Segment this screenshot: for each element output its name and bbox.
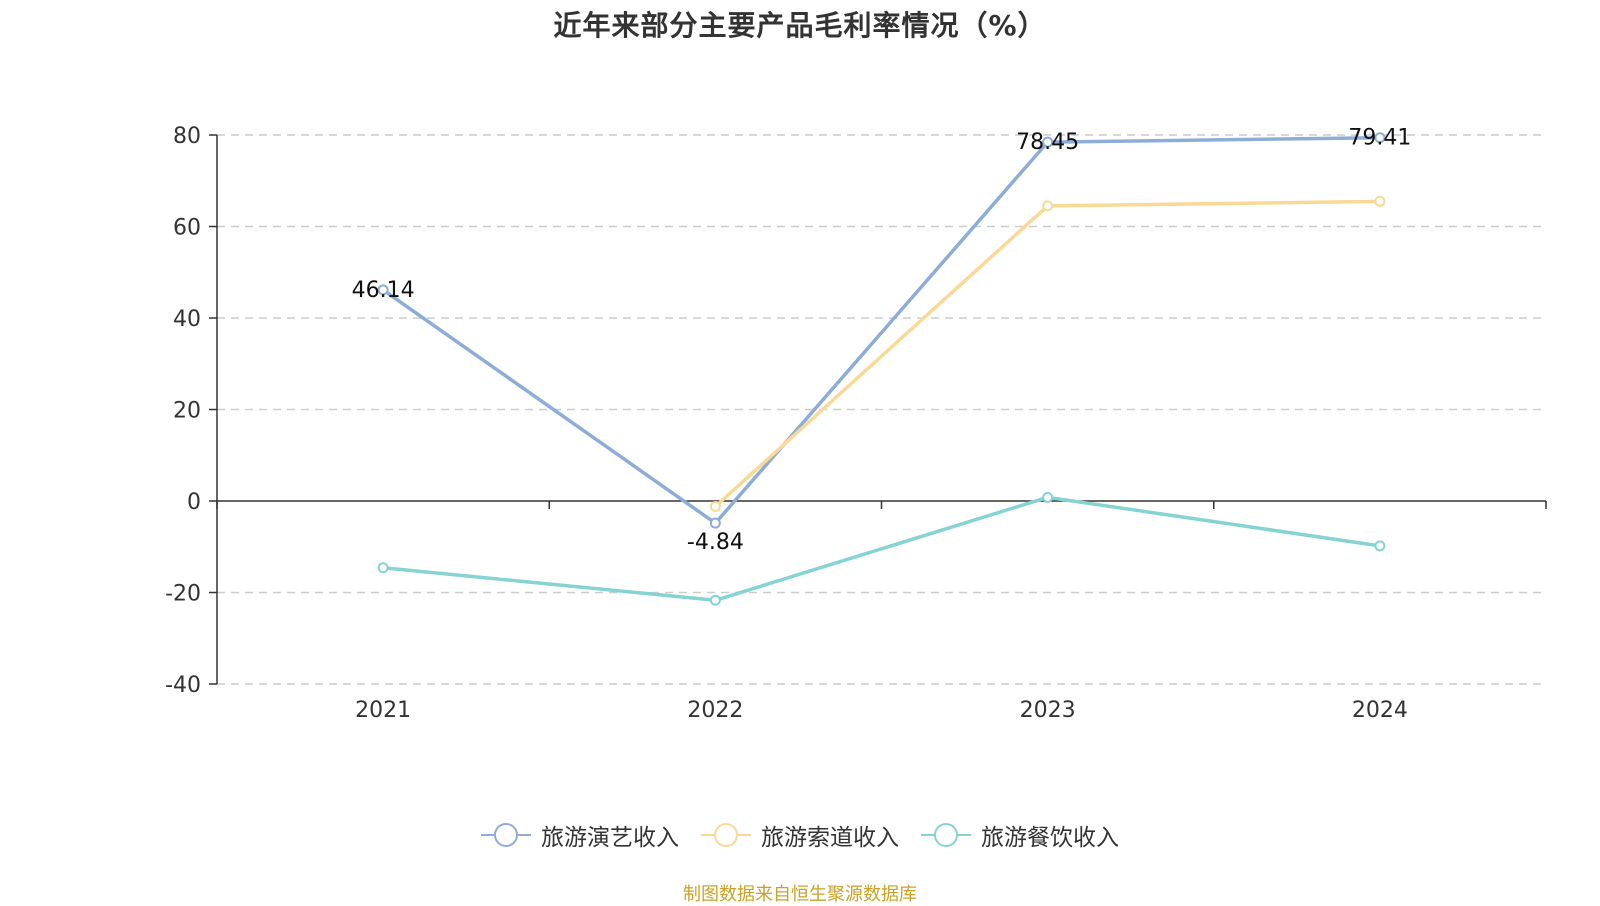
y-tick-label: 80 bbox=[173, 124, 201, 149]
label-layer: 46.14 -4.84 78.45 79.41 bbox=[352, 126, 1412, 555]
chart-title: 近年来部分主要产品毛利率情况（%） bbox=[553, 9, 1047, 42]
y-tick-label: 20 bbox=[173, 399, 201, 424]
y-tick-label: 40 bbox=[173, 307, 201, 332]
series-line bbox=[714, 199, 1380, 508]
data-point bbox=[709, 500, 721, 512]
legend-label: 旅游演艺收入 bbox=[541, 825, 679, 851]
grid-layer bbox=[217, 134, 1546, 685]
series-layer bbox=[377, 132, 1386, 606]
data-point bbox=[377, 284, 389, 296]
x-tick-label: 2024 bbox=[1352, 698, 1408, 723]
data-point bbox=[377, 562, 389, 574]
axis-layer: 80 60 40 20 0 -20 -40 2021 2022 2023 2024 bbox=[165, 124, 1547, 723]
legend-marker-icon bbox=[481, 822, 531, 848]
data-point bbox=[709, 594, 721, 606]
data-point bbox=[1042, 491, 1054, 503]
source-note: 制图数据来自恒生聚源数据库 bbox=[683, 884, 917, 905]
legend: 旅游演艺收入 旅游索道收入 旅游餐饮收入 bbox=[0, 818, 1600, 852]
data-label: 78.45 bbox=[1016, 130, 1079, 155]
legend-marker-icon bbox=[921, 822, 971, 848]
y-tick-label: -20 bbox=[165, 582, 201, 607]
legend-item-performance[interactable]: 旅游演艺收入 bbox=[481, 818, 679, 852]
data-point bbox=[1374, 540, 1386, 552]
y-tick-label: 0 bbox=[187, 490, 201, 515]
legend-marker-icon bbox=[701, 822, 751, 848]
x-tick-label: 2023 bbox=[1020, 698, 1076, 723]
x-tick-label: 2021 bbox=[355, 698, 411, 723]
data-point bbox=[1374, 195, 1386, 207]
data-label: 46.14 bbox=[352, 278, 415, 303]
data-point bbox=[1042, 200, 1054, 212]
legend-item-catering[interactable]: 旅游餐饮收入 bbox=[921, 818, 1119, 852]
legend-label: 旅游索道收入 bbox=[761, 825, 899, 851]
y-tick-label: 60 bbox=[173, 216, 201, 241]
data-point bbox=[709, 517, 721, 529]
data-point bbox=[1042, 136, 1054, 148]
data-label: 79.41 bbox=[1348, 126, 1411, 151]
x-tick-label: 2022 bbox=[687, 698, 743, 723]
legend-label: 旅游餐饮收入 bbox=[981, 825, 1119, 851]
data-point bbox=[1374, 132, 1386, 144]
y-tick-label: -40 bbox=[165, 673, 201, 698]
legend-item-ropeway[interactable]: 旅游索道收入 bbox=[701, 818, 899, 852]
data-label: -4.84 bbox=[687, 530, 744, 555]
series-line bbox=[382, 135, 1380, 525]
series-line bbox=[382, 495, 1381, 603]
line-chart: 80 60 40 20 0 -20 -40 2021 2022 2023 2024 46.14 -4.… bbox=[165, 124, 1547, 723]
